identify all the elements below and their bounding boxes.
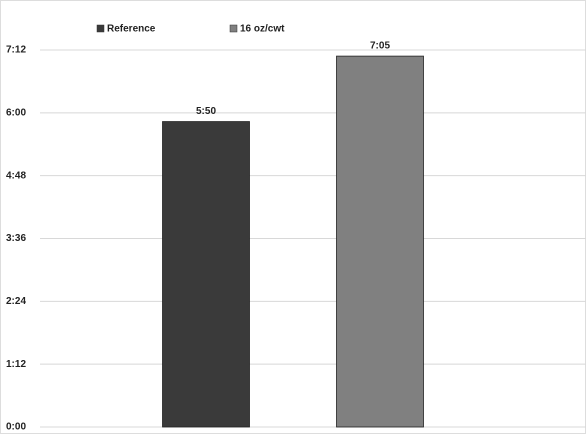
y-tick-label: 0:00 [6, 422, 26, 433]
legend-swatch [229, 24, 238, 33]
y-tick-label: 6:00 [6, 107, 26, 118]
value-label: 5:50 [196, 106, 216, 117]
y-tick-label: 7:12 [6, 45, 26, 56]
y-tick-label: 1:12 [6, 359, 26, 370]
value-label: 7:05 [370, 41, 390, 52]
legend-label: Reference [107, 24, 156, 35]
legend-swatch [96, 24, 105, 33]
legend-label: 16 oz/cwt [240, 24, 285, 35]
y-tick-label: 2:24 [6, 296, 26, 307]
y-tick-label: 3:36 [6, 233, 26, 244]
y-tick-label: 4:48 [6, 170, 26, 181]
bar [336, 55, 424, 428]
bar [162, 121, 250, 428]
